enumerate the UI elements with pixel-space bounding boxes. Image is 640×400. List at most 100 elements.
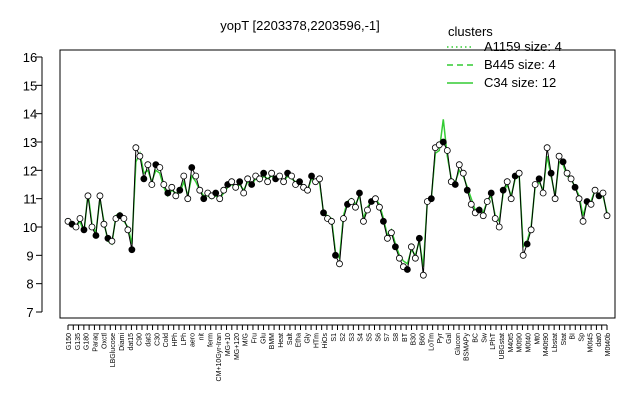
data-point <box>196 186 204 194</box>
data-point <box>360 217 367 225</box>
x-tick-label: Sp <box>578 333 585 342</box>
y-tick-label: 9 <box>26 248 33 263</box>
data-point <box>92 232 100 239</box>
x-tick-label: Mt0 <box>534 333 541 345</box>
data-point <box>499 186 507 194</box>
x-tick-label: Stat <box>561 333 568 346</box>
data-point <box>407 243 415 251</box>
data-point <box>136 152 144 160</box>
x-tick-label: G180 <box>84 333 91 350</box>
data-point <box>248 181 256 188</box>
data-point <box>587 200 595 208</box>
y-tick-label: 12 <box>23 163 37 178</box>
data-point <box>376 203 383 211</box>
data-point <box>439 138 447 146</box>
data-point <box>144 161 152 169</box>
x-tick-label: BC <box>472 333 479 343</box>
x-tick-label: Salt <box>287 333 294 345</box>
data-point <box>336 260 343 268</box>
x-tick-label: nit <box>199 333 206 340</box>
x-tick-label: S5 <box>366 333 373 342</box>
data-point <box>519 251 527 259</box>
data-point <box>451 181 459 188</box>
data-point <box>459 169 467 177</box>
data-point <box>555 152 563 160</box>
y-axis: 7 8 9 10 11 12 13 14 15 16 <box>23 50 43 320</box>
legend-label: C34 size: 12 <box>484 75 556 90</box>
x-tick-label: S4 <box>358 333 365 342</box>
x-tick-label: Oxctl <box>101 333 108 349</box>
data-point <box>124 226 132 234</box>
data-point <box>495 223 503 231</box>
data-point <box>443 147 451 154</box>
data-point <box>395 254 403 262</box>
x-tick-label: S7 <box>384 333 391 342</box>
data-point <box>340 215 347 222</box>
data-point <box>543 144 551 152</box>
data-point <box>467 200 475 208</box>
data-point <box>268 169 276 177</box>
data-point <box>132 144 140 152</box>
data-point <box>244 175 252 183</box>
data-point <box>387 229 395 237</box>
data-point <box>108 237 116 245</box>
x-tick-label: LBGlucose <box>110 333 117 367</box>
x-tick-label: aero <box>190 333 197 347</box>
data-point <box>216 195 224 203</box>
x-tick-label: Etha <box>296 333 303 348</box>
x-tick-label: MG+120 <box>234 333 241 360</box>
y-tick-label: 16 <box>23 50 37 65</box>
data-point <box>551 195 559 203</box>
data-point <box>96 192 104 200</box>
data-point <box>228 178 236 186</box>
data-point <box>591 186 599 194</box>
data-point <box>415 234 423 242</box>
data-point <box>120 215 128 222</box>
data-point <box>463 186 471 194</box>
data-point <box>603 212 611 220</box>
x-tick-label: S1 <box>331 333 338 342</box>
x-tick-label: dat3 <box>146 333 153 347</box>
x-tick-label: Lbstat <box>552 333 559 352</box>
x-tick-label: B60 <box>419 333 426 346</box>
x-tick-label: UBGstat <box>499 333 506 360</box>
data-point <box>372 195 379 203</box>
data-point <box>160 181 168 188</box>
data-point <box>140 175 148 183</box>
data-point <box>72 223 80 231</box>
data-point <box>148 181 156 188</box>
data-point <box>264 178 272 186</box>
x-tick-label: Diami <box>119 333 126 351</box>
x-tick-label: M0t45 <box>587 333 594 353</box>
data-point <box>332 251 339 259</box>
x-tick-label: HiOs <box>322 333 329 349</box>
data-point <box>308 172 315 180</box>
data-points <box>64 138 611 279</box>
y-tick-label: 14 <box>23 107 37 122</box>
x-tick-label: CM+10Gyr-Iran <box>216 333 223 382</box>
x-tick-label: dat15 <box>128 333 135 351</box>
data-point <box>180 172 188 180</box>
x-tick-label: Glucon <box>455 333 462 355</box>
data-point <box>411 254 419 262</box>
data-point <box>200 195 208 203</box>
data-point <box>515 169 523 177</box>
data-point <box>168 183 176 191</box>
y-tick-label: 7 <box>26 305 33 320</box>
x-tick-label: ferm <box>207 333 214 347</box>
data-point <box>364 206 371 214</box>
y-tick-label: 15 <box>23 78 37 93</box>
x-tick-label: LPhT <box>490 332 497 349</box>
data-point <box>579 217 587 225</box>
data-point <box>487 189 495 197</box>
data-point <box>507 195 515 203</box>
x-tick-label: M0t40 <box>525 333 532 353</box>
data-point <box>356 189 363 197</box>
x-tick-label: Sw <box>481 332 488 343</box>
legend: clusters A1159 size: 4 B445 size: 4 C34 … <box>447 24 562 90</box>
x-tick-label: Pyr <box>437 332 444 343</box>
x-tick-label: Cold <box>163 333 170 348</box>
data-point <box>535 175 543 183</box>
data-point <box>296 178 303 186</box>
data-point <box>280 178 288 186</box>
